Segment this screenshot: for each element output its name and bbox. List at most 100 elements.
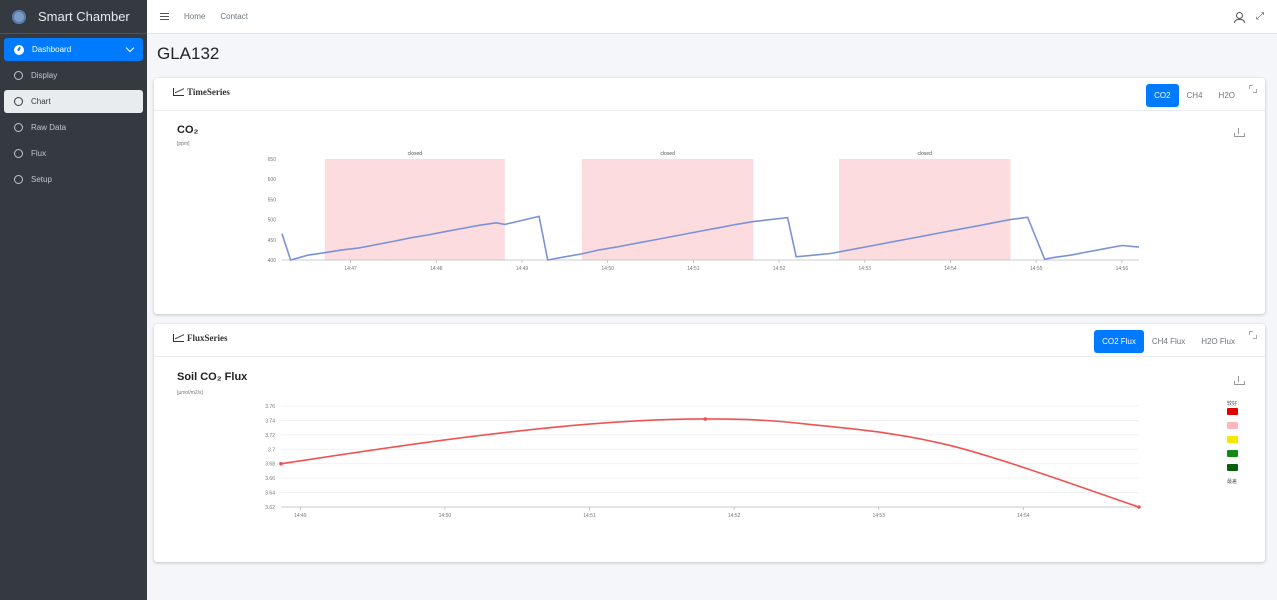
download-icon[interactable] [1234,376,1245,385]
brand-name: Smart Chamber [38,9,130,24]
x-tick-label: 14:50 [439,513,452,519]
legend-swatch [1226,422,1238,429]
band-label: closed [408,151,423,157]
y-tick-label: 400 [268,258,277,264]
y-tick-label: 650 [268,157,277,163]
flux-point [1137,505,1141,509]
x-tick-label: 14:50 [601,266,614,272]
x-tick-label: 14:49 [294,513,307,519]
x-tick-label: 14:54 [1017,513,1030,519]
x-tick-label: 14:53 [872,513,885,519]
user-icon[interactable] [1234,12,1245,23]
tab-co2[interactable]: CO2 [1146,84,1179,107]
tab-h2o[interactable]: H2O [1218,91,1235,100]
chart-title: Soil CO₂ Flux [177,371,248,383]
sidebar-item-display[interactable]: Display [4,64,143,87]
fullscreen-icon[interactable] [1249,85,1257,93]
circle-icon [14,175,23,184]
circle-icon [14,123,23,132]
x-tick-label: 14:52 [728,513,741,519]
legend-swatch [1226,464,1238,471]
page-title: GLA132 [157,44,220,63]
card-header: FluxSeries CO2 Flux CH4 Flux H2O Flux [154,324,1265,357]
circle-icon [14,97,23,106]
x-tick-label: 14:51 [687,266,700,272]
tab-ch4[interactable]: CH4 [1186,91,1203,100]
flux-series-line [280,418,1140,508]
x-tick-label: 14:54 [944,266,957,272]
top-navbar: Home Contact ⤢ [147,0,1277,34]
chart-line-icon [173,88,184,96]
download-icon[interactable] [1234,128,1245,137]
sidebar-item-label: Raw Data [31,123,67,132]
y-tick-label: 3.76 [265,404,275,410]
nav-link-contact[interactable]: Contact [220,12,248,21]
sidebar-item-label: Dashboard [32,45,72,54]
nav-link-home[interactable]: Home [184,12,206,21]
sidebar-nav: Dashboard Display Chart Raw Data Flux Se… [0,34,147,198]
y-tick-label: 550 [268,197,277,203]
y-tick-label: 500 [268,218,277,224]
card-header: TimeSeries CO2 CH4 H2O [154,78,1265,111]
closed-band [324,159,505,260]
flux-point [703,417,707,421]
tab-co2-flux[interactable]: CO2 Flux [1094,330,1144,353]
chart-line-icon [173,334,184,342]
sidebar-item-raw-data[interactable]: Raw Data [4,116,143,139]
closed-band [581,159,754,260]
y-tick-label: 3.7 [268,447,275,453]
circle-icon [14,149,23,158]
chart-unit: [ppm] [177,141,190,147]
chart-unit: [µmol/m2/s] [177,390,203,396]
band-label: closed [918,151,933,157]
fullscreen-icon[interactable] [1249,331,1257,339]
hamburger-icon[interactable] [160,13,169,20]
x-tick-label: 14:53 [859,266,872,272]
band-label: closed [660,151,675,157]
sidebar: Smart Chamber Dashboard Display Chart Ra… [0,0,147,600]
fluxseries-card: FluxSeries CO2 Flux CH4 Flux H2O Flux So… [154,324,1265,562]
flux-tabs: CO2 Flux CH4 Flux H2O Flux [1094,330,1243,353]
sidebar-item-flux[interactable]: Flux [4,142,143,165]
x-tick-label: 14:56 [1116,266,1129,272]
legend-top-label: 较好 [1226,401,1237,407]
sidebar-item-label: Setup [31,175,52,184]
tab-h2o-flux[interactable]: H2O Flux [1201,337,1235,346]
series-tabs: CO2 CH4 H2O [1146,84,1243,107]
y-tick-label: 3.74 [265,418,275,424]
card-title: FluxSeries [173,333,228,343]
co2-timeseries-chart: closed closed closed 400 450 500 550 600 650 14:4… [268,151,1140,272]
gauge-icon [14,44,24,55]
legend-swatch [1226,408,1238,415]
y-tick-label: 450 [268,238,277,244]
legend-swatches [1225,408,1239,471]
card-title: TimeSeries [173,87,230,97]
x-tick-label: 14:47 [344,266,357,272]
sidebar-item-label: Chart [31,97,51,106]
expand-icon[interactable]: ⤢ [1256,11,1264,22]
y-tick-label: 3.64 [265,491,275,497]
x-tick-label: 14:55 [1030,266,1043,272]
x-tick-label: 14:51 [583,513,596,519]
flux-chart: 3.62 3.64 3.66 3.68 3.7 3.72 3.74 3.76 14:49 14:5… [265,404,1141,519]
timeseries-card: TimeSeries CO2 CH4 H2O CO₂ [ppm] closed c… [154,78,1265,314]
sidebar-item-setup[interactable]: Setup [4,168,143,191]
tab-ch4-flux[interactable]: CH4 Flux [1151,337,1186,346]
brand[interactable]: Smart Chamber [0,0,147,34]
sidebar-item-dashboard[interactable]: Dashboard [4,38,143,61]
sidebar-item-label: Display [31,71,58,80]
y-tick-label: 3.62 [265,505,275,511]
y-tick-label: 600 [268,177,277,183]
chamber-logo-icon [12,9,26,24]
sidebar-item-chart[interactable]: Chart [4,90,143,113]
co2-series-line [281,215,1140,261]
x-tick-label: 14:48 [430,266,443,272]
sidebar-item-label: Flux [31,149,47,158]
legend-bottom-label: 最差 [1226,479,1237,485]
x-tick-label: 14:49 [516,266,529,272]
legend-swatch [1226,436,1238,443]
closed-band [839,159,1011,260]
circle-icon [14,71,23,80]
chevron-down-icon [125,43,135,53]
card-title-text: FluxSeries [187,333,228,343]
